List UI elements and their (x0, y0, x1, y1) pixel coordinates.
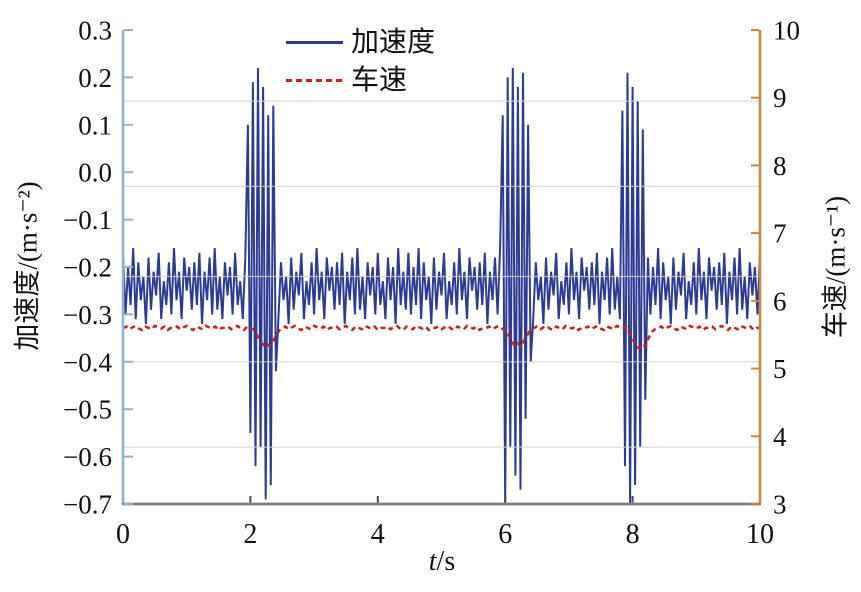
left-tick-label: −0.6 (63, 442, 112, 472)
x-tick-label: 10 (746, 519, 774, 550)
x-axis-title: t/s (429, 546, 455, 578)
x-axis-title-variable: t (428, 546, 437, 577)
left-tick-label: −0.5 (63, 395, 112, 425)
x-tick-label: 2 (243, 519, 257, 550)
legend: 加速度 车速 (286, 27, 435, 96)
right-tick-label: 9 (773, 83, 787, 113)
x-axis-title-unit: /s (436, 546, 456, 577)
legend-line-sample-dashed (286, 79, 343, 82)
legend-entry-speed: 车速 (286, 65, 435, 96)
legend-label-speed: 车速 (351, 64, 408, 96)
x-tick-label: 0 (116, 519, 130, 550)
right-tick-label: 4 (773, 422, 787, 452)
left-tick-label: −0.1 (63, 205, 112, 235)
right-axis-title: 车速/(m·s⁻¹) (820, 195, 851, 339)
legend-label-acceleration: 加速度 (351, 26, 436, 58)
left-tick-label: −0.2 (63, 252, 112, 282)
left-tick-label: −0.3 (63, 300, 112, 330)
x-tick-label: 8 (626, 519, 640, 550)
right-tick-label: 6 (773, 286, 787, 316)
x-tick-label: 6 (498, 519, 512, 550)
right-tick-label: 5 (773, 354, 787, 384)
left-tick-label: 0.1 (78, 110, 112, 140)
left-axis-title: 加速度/(m·s⁻²) (12, 181, 43, 351)
right-tick-label: 3 (773, 489, 787, 519)
legend-line-sample-solid (286, 41, 343, 44)
speed-series (122, 324, 760, 351)
left-tick-label: 0.3 (78, 15, 112, 45)
acceleration-series (122, 67, 761, 505)
legend-entry-acceleration: 加速度 (286, 27, 435, 58)
right-tick-label: 10 (773, 15, 800, 45)
left-tick-label: 0.0 (78, 158, 112, 188)
left-tick-label: 0.2 (78, 63, 112, 93)
right-tick-label: 8 (773, 151, 787, 181)
x-tick-label: 4 (371, 519, 385, 550)
right-tick-label: 7 (773, 219, 787, 249)
left-tick-label: −0.4 (63, 347, 112, 377)
left-tick-label: −0.7 (63, 489, 112, 519)
